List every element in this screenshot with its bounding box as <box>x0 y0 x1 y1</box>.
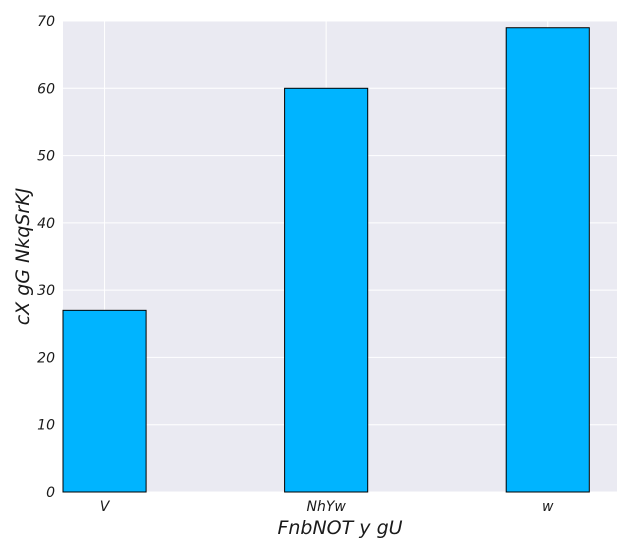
y-tick-label: 20 <box>37 350 55 366</box>
y-tick-label: 60 <box>37 81 55 97</box>
y-tick-label: 30 <box>37 283 55 299</box>
x-tick-label: V <box>100 499 111 515</box>
y-tick-label: 0 <box>46 485 55 501</box>
x-tick-labels: V NhYw w <box>100 499 554 515</box>
x-tick-label: w <box>542 499 554 515</box>
y-tick-label: 70 <box>37 14 55 30</box>
bar-nhyw <box>284 87 369 493</box>
y-tick-label: 40 <box>37 216 55 232</box>
y-tick-label: 50 <box>37 149 55 165</box>
y-tick-labels: 0 10 20 30 40 50 60 70 <box>37 14 55 501</box>
y-axis-label: cX gG NkqSrKJ <box>12 187 34 325</box>
bar-w <box>505 27 590 493</box>
bars <box>62 27 590 493</box>
x-tick-label: NhYw <box>306 499 346 515</box>
y-tick-label: 10 <box>37 418 55 434</box>
bar-v <box>62 309 147 493</box>
x-axis-label: FnbNOT y gU <box>277 517 402 539</box>
